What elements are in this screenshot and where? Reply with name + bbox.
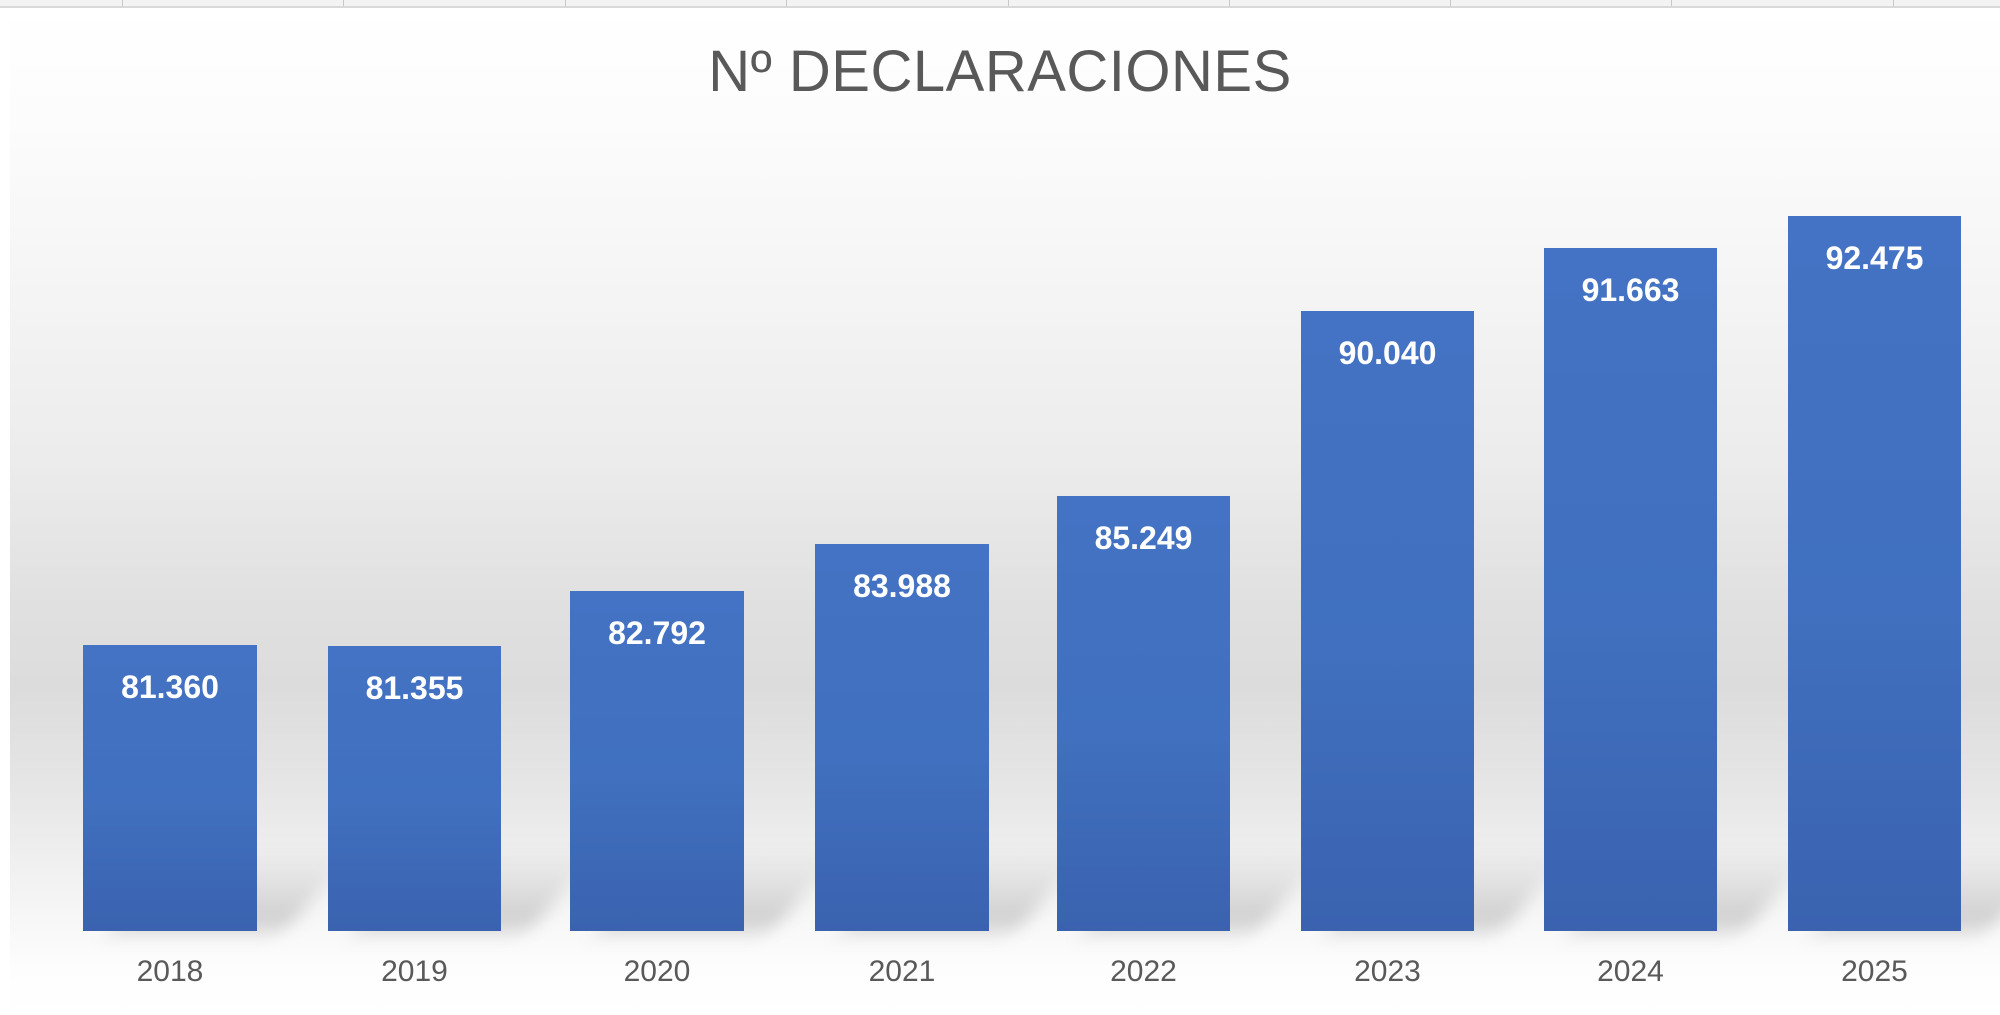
x-axis-tick-label: 2018 [136,955,204,988]
data-label: 92.475 [1825,240,1924,276]
bar-2023[interactable]: 90.040 [1301,311,1474,931]
column-separator[interactable] [786,0,787,6]
x-axis-tick-label: 2019 [381,955,448,988]
data-label: 82.792 [608,615,706,651]
bar-2024[interactable]: 91.663 [1544,248,1717,931]
bar-2021[interactable]: 83.988 [815,544,989,931]
column-separator[interactable] [1008,0,1009,6]
x-axis-tick-label: 2022 [1110,955,1177,988]
column-separator[interactable] [1229,0,1230,6]
column-separator[interactable] [343,0,344,6]
bar-2018[interactable]: 81.360 [83,645,257,931]
bar-2025[interactable]: 92.475 [1788,216,1961,931]
data-label: 81.355 [365,670,464,706]
data-label: 91.663 [1581,272,1680,308]
chart-title[interactable]: Nº DECLARACIONES [708,39,1292,104]
column-separator[interactable] [122,0,123,6]
data-label: 81.360 [121,669,219,705]
column-separator[interactable] [1450,0,1451,6]
column-separator[interactable] [1893,0,1894,6]
data-label: 85.249 [1094,520,1193,556]
x-axis-tick-label: 2021 [868,955,936,988]
x-axis-tick-label: 2020 [623,955,691,988]
bar-2022[interactable]: 85.249 [1057,496,1230,931]
bar-2020[interactable]: 82.792 [570,591,744,931]
x-axis-tick-label: 2024 [1597,955,1664,988]
column-separator[interactable] [1671,0,1672,6]
data-label: 90.040 [1338,335,1437,371]
data-label: 83.988 [853,568,951,604]
column-separator[interactable] [565,0,566,6]
bar-2019[interactable]: 81.355 [328,646,501,931]
x-axis-tick-label: 2025 [1841,955,1908,988]
x-axis-tick-label: 2023 [1354,955,1421,988]
spreadsheet-column-header-strip [0,0,2000,8]
